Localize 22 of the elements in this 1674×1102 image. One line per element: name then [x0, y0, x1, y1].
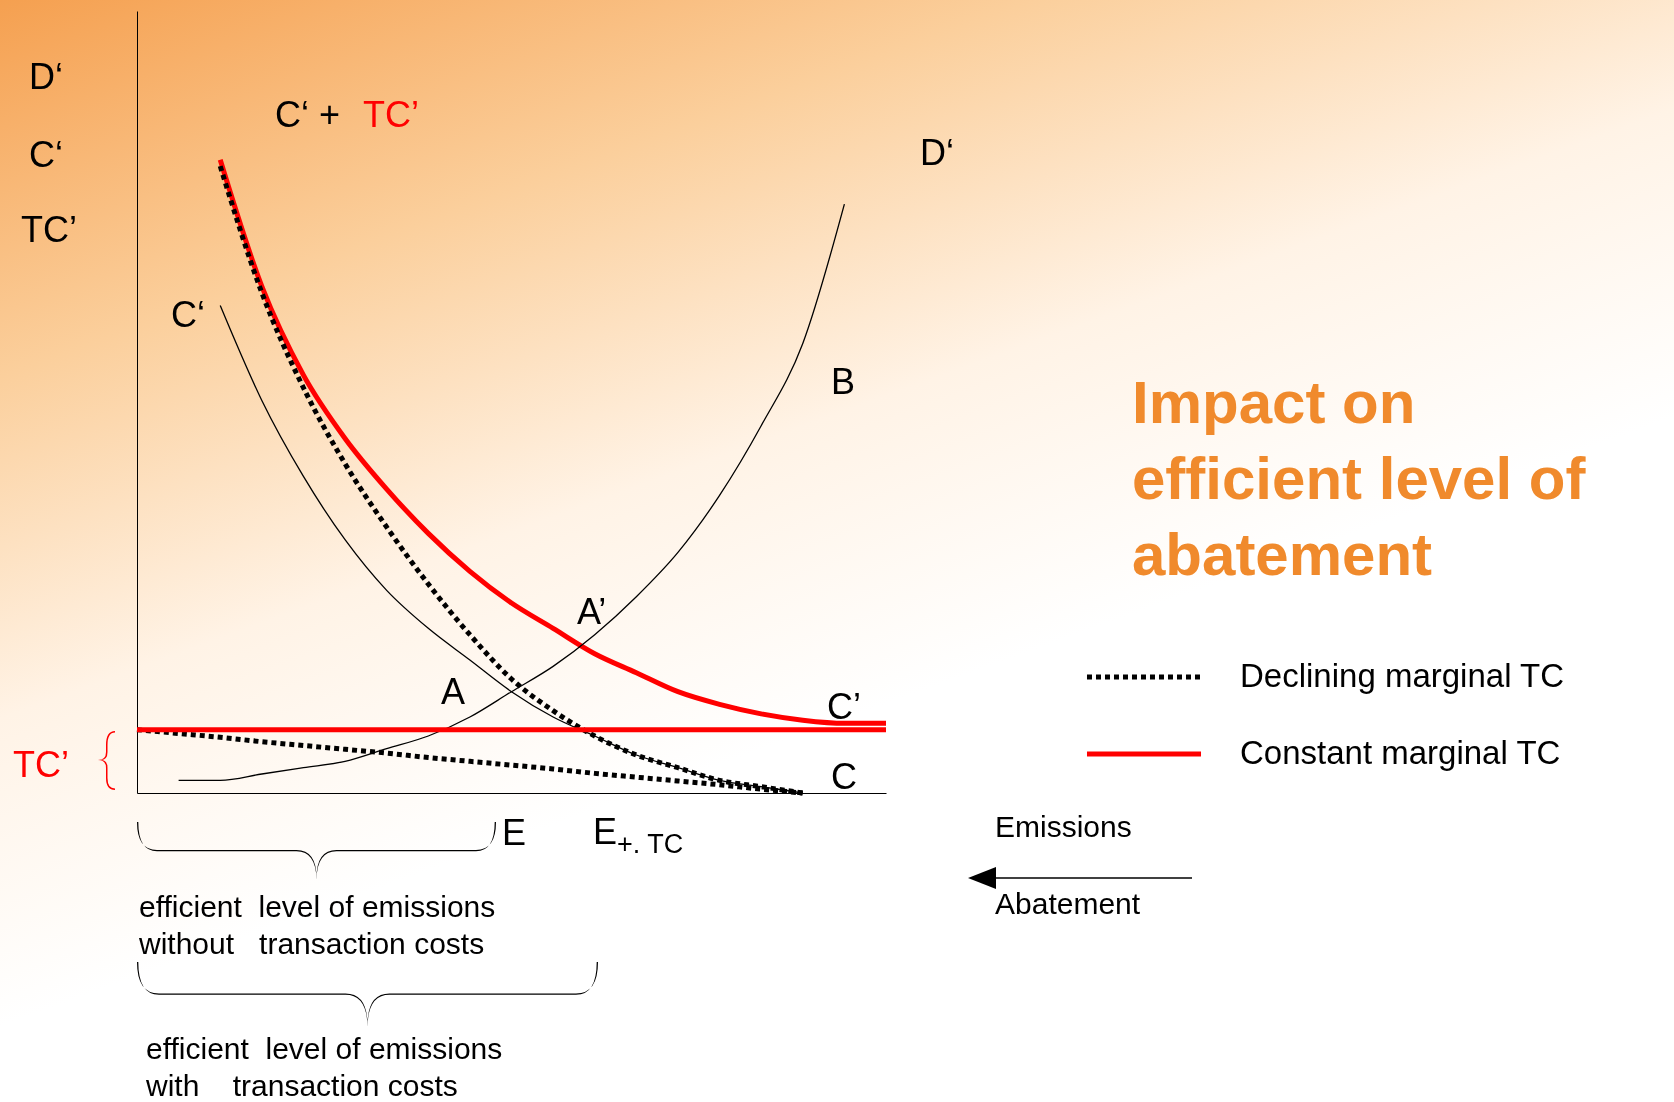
annotation: A — [441, 671, 466, 712]
annotation: A’ — [577, 591, 607, 632]
text: TC’ — [13, 744, 69, 785]
text: TC’ — [363, 94, 419, 135]
text: efficient level of emissions — [146, 1032, 503, 1065]
annotation: C’ — [827, 686, 861, 727]
text: with transaction costs — [146, 1069, 458, 1102]
annotation: B — [831, 361, 856, 402]
text: Abatement — [995, 887, 1141, 920]
legend-label: Declining marginal TC — [1240, 657, 1565, 694]
text: E$_{+. TC}$ — [593, 811, 684, 859]
text: Impact on efficient level of abatement — [1132, 368, 1587, 590]
annotation: C — [831, 756, 857, 797]
annotation: C‘ — [171, 294, 205, 335]
text: without transaction costs — [139, 927, 485, 960]
legend-label: Constant marginal TC — [1240, 734, 1561, 771]
text: E — [502, 812, 527, 853]
text: D‘ — [920, 132, 954, 173]
text: C‘ + — [275, 94, 341, 135]
y-axis-title: D‘ C‘ TC’ — [21, 56, 77, 250]
text: efficient level of emissions — [139, 890, 496, 923]
x-axis-title: Emissions — [995, 810, 1132, 843]
